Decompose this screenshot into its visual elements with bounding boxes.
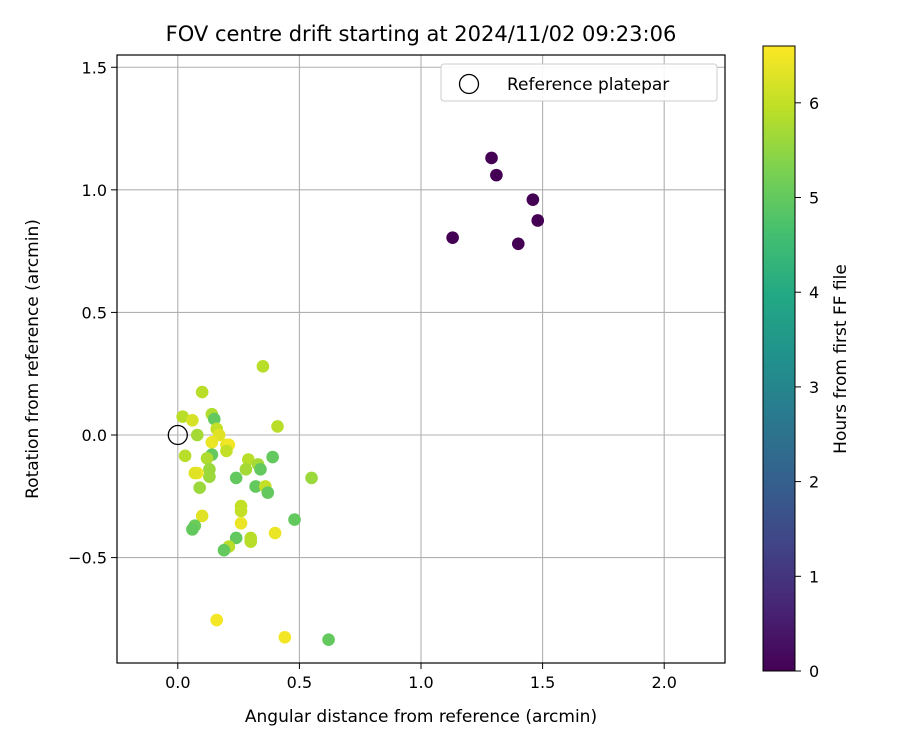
data-points — [176, 151, 545, 647]
colorbar-tick-label: 6 — [809, 94, 819, 113]
data-point — [305, 471, 318, 485]
colorbar-tick-label: 5 — [809, 189, 819, 208]
data-point — [244, 535, 258, 548]
data-point — [190, 428, 204, 442]
data-point — [234, 504, 248, 518]
data-point — [186, 413, 199, 427]
data-point — [210, 613, 224, 627]
x-tick-label: 2.0 — [651, 673, 676, 692]
x-axis-label: Angular distance from reference (arcmin) — [245, 707, 597, 727]
colorbar-tick-label: 0 — [809, 662, 819, 681]
data-point — [254, 463, 267, 476]
data-point — [261, 486, 275, 499]
data-point — [229, 531, 243, 545]
data-point — [195, 509, 209, 523]
data-point — [178, 449, 192, 463]
data-point — [268, 526, 282, 540]
data-point — [526, 193, 540, 206]
y-tick-label: 0.5 — [82, 303, 107, 322]
data-point — [511, 237, 525, 251]
colorbar-tick-label: 4 — [809, 283, 819, 302]
reference-platepar-point — [167, 424, 188, 446]
colorbar-gradient — [762, 45, 796, 672]
colorbar: 0 1 2 3 4 5 6 Hours from first FF file — [762, 45, 851, 681]
data-point — [446, 231, 459, 244]
legend: Reference platepar — [440, 63, 718, 102]
y-tick-label: 1.5 — [82, 58, 107, 77]
data-point — [288, 513, 301, 526]
data-point — [217, 543, 231, 557]
data-point — [205, 436, 219, 449]
data-point — [266, 450, 279, 464]
reference-marker — [167, 424, 188, 446]
x-tick-label: 0.5 — [287, 673, 312, 692]
data-point — [220, 444, 233, 458]
data-point — [200, 451, 214, 465]
chart-title: FOV centre drift starting at 2024/11/02 … — [166, 22, 677, 46]
data-point — [193, 481, 206, 495]
data-point — [256, 360, 270, 373]
data-point — [203, 470, 216, 483]
data-point — [186, 523, 199, 536]
grid-lines — [117, 55, 725, 663]
colorbar-label: Hours from first FF file — [831, 264, 851, 454]
data-point — [531, 214, 545, 227]
colorbar-tick-label: 3 — [809, 378, 819, 397]
y-axis-ticks: −0.5 0.0 0.5 1.0 1.5 — [68, 58, 117, 568]
data-point — [485, 151, 498, 165]
data-point — [176, 410, 189, 423]
data-point — [490, 168, 503, 182]
colorbar-ticks: 0 1 2 3 4 5 6 — [795, 94, 819, 681]
legend-entry-label: Reference platepar — [507, 75, 669, 95]
y-tick-label: 1.0 — [82, 181, 107, 200]
colorbar-tick-label: 1 — [809, 567, 819, 586]
x-tick-label: 0.0 — [165, 673, 190, 692]
data-point — [195, 385, 209, 399]
data-point — [239, 463, 253, 476]
y-tick-label: −0.5 — [68, 549, 107, 568]
data-point — [207, 412, 221, 426]
data-point — [234, 516, 248, 530]
data-point — [242, 453, 255, 466]
x-tick-label: 1.5 — [530, 673, 555, 692]
y-tick-label: 0.0 — [82, 426, 107, 445]
data-point — [229, 471, 243, 485]
legend-marker-icon — [458, 73, 480, 95]
data-point — [322, 633, 335, 647]
colorbar-tick-label: 2 — [809, 473, 819, 492]
data-point — [188, 466, 202, 480]
data-point — [278, 630, 292, 644]
x-tick-label: 1.0 — [408, 673, 433, 692]
data-point — [249, 480, 262, 493]
x-axis-ticks: 0.0 0.5 1.0 1.5 2.0 — [165, 663, 677, 692]
legend-box — [440, 63, 718, 102]
y-axis-label: Rotation from reference (arcmin) — [23, 219, 43, 499]
data-point — [271, 420, 284, 433]
